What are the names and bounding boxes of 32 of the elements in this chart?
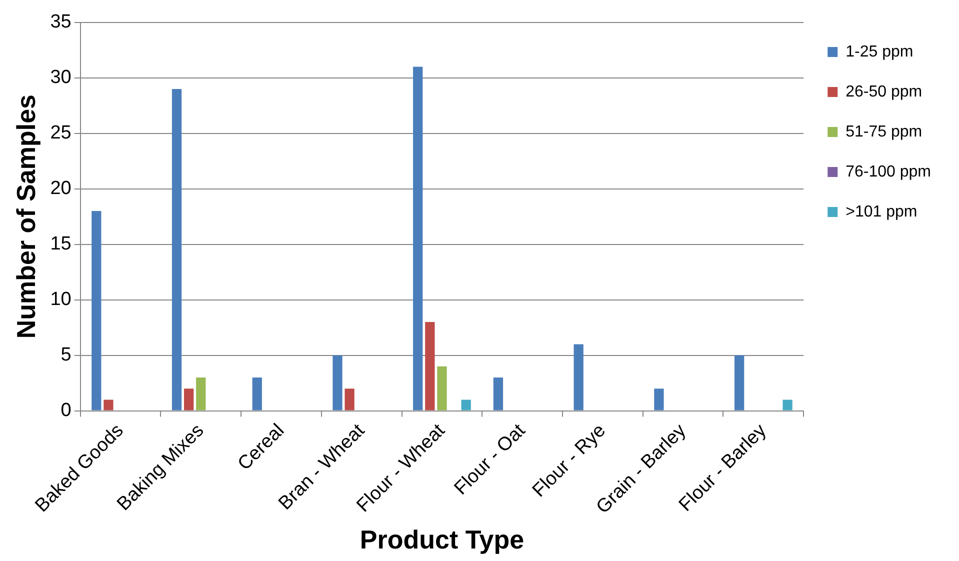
x-axis-title: Product Type [360,524,524,555]
bar [782,400,792,410]
y-tick-label: 10 [50,289,72,310]
legend-label: 26-50 ppm [846,83,922,100]
bar [734,355,744,410]
legend-label: 76-100 ppm [846,163,931,180]
bar [196,378,206,410]
bar [437,366,447,410]
y-axis-title: Number of Samples [10,94,41,339]
bar [92,211,102,410]
bar [654,388,664,410]
legend-label: 1-25 ppm [846,43,914,60]
bar [252,378,262,410]
bar [104,400,114,410]
bar [493,378,504,410]
bar [172,88,182,410]
y-tick-label: 0 [60,400,72,422]
y-tick-label: 25 [50,122,72,144]
y-tick-label: 15 [50,234,72,255]
y-tick-label: 20 [50,178,72,200]
y-tick-label: 30 [50,67,72,88]
legend-label: 51-75 ppm [846,123,922,140]
bar [332,355,342,410]
bar [184,388,194,410]
bar [413,66,423,410]
y-tick-label: 5 [60,344,72,366]
bar [461,400,471,410]
bar [344,388,354,410]
y-tick-label: 35 [50,12,72,33]
bar [574,344,584,410]
bar [425,322,435,410]
legend-label: >101 ppm [846,203,918,220]
